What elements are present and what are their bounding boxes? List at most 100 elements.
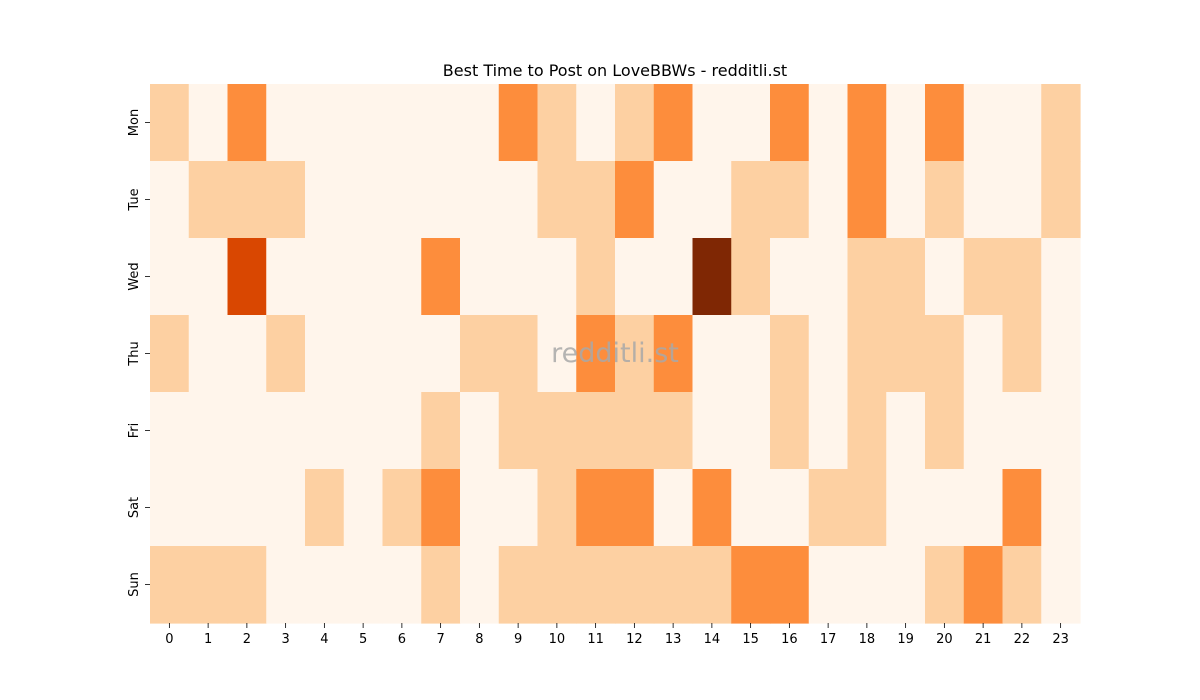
heatmap-cell-fri-23 [1041,392,1081,470]
x-tick-label: 18 [859,632,876,647]
heatmap-cell-wed-12 [615,238,655,316]
heatmap-cell-mon-19 [886,84,926,162]
heatmap-cell-mon-7 [421,84,461,162]
heatmap-cell-sun-16 [770,546,810,624]
heatmap-cell-tue-9 [498,161,539,239]
heatmap-cell-sat-2 [227,469,267,547]
heatmap-cell-sat-1 [188,469,229,547]
heatmap-cell-wed-13 [653,238,694,316]
heatmap-cell-fri-8 [460,392,500,470]
heatmap-cell-sat-23 [1041,469,1081,547]
x-tick-label: 5 [359,632,367,647]
heatmap-cell-mon-2 [227,84,267,162]
heatmap-cell-thu-19 [886,315,926,393]
x-tick-label: 2 [243,632,251,647]
heatmap-cell-sun-4 [305,546,345,624]
heatmap-cell-sat-0 [150,469,190,547]
x-tick-label: 10 [549,632,566,647]
heatmap-cell-thu-13 [653,315,694,393]
heatmap-cell-mon-1 [188,84,229,162]
heatmap-cell-sun-13 [653,546,694,624]
heatmap-cell-wed-7 [421,238,461,316]
x-tick-label: 16 [781,632,798,647]
y-tick-label: Wed [127,262,142,290]
heatmap-cell-tue-7 [421,161,461,239]
heatmap-cell-thu-22 [1002,315,1042,393]
heatmap-cell-fri-9 [498,392,539,470]
heatmap-cell-fri-3 [266,392,306,470]
heatmap-cell-wed-3 [266,238,306,316]
heatmap-cell-sat-19 [886,469,926,547]
heatmap-cell-mon-8 [460,84,500,162]
heatmap-cell-tue-6 [382,161,422,239]
heatmap-cell-tue-19 [886,161,926,239]
heatmap-cell-sat-18 [847,469,887,547]
heatmap-cell-wed-0 [150,238,190,316]
heatmap-cell-thu-18 [847,315,887,393]
x-tick-label: 22 [1014,632,1031,647]
heatmap-cell-thu-2 [227,315,267,393]
heatmap-cell-tue-2 [227,161,267,239]
heatmap-cell-wed-21 [963,238,1004,316]
heatmap-cell-sat-21 [963,469,1004,547]
heatmap-cell-wed-4 [305,238,345,316]
heatmap-cell-sat-13 [653,469,694,547]
heatmap-cell-wed-18 [847,238,887,316]
heatmap-cell-fri-21 [963,392,1004,470]
heatmap-cell-sun-7 [421,546,461,624]
heatmap-cell-sun-20 [925,546,965,624]
heatmap-cell-fri-4 [305,392,345,470]
heatmap-cell-tue-20 [925,161,965,239]
heatmap-cell-sun-15 [731,546,771,624]
heatmap-cell-wed-1 [188,238,229,316]
heatmap-cell-sun-22 [1002,546,1042,624]
heatmap-cell-fri-15 [731,392,771,470]
heatmap-cell-mon-4 [305,84,345,162]
heatmap-cell-sun-19 [886,546,926,624]
heatmap-cell-sat-7 [421,469,461,547]
x-tick-label: 3 [281,632,289,647]
heatmap-cell-tue-14 [692,161,732,239]
heatmap-cell-mon-17 [808,84,849,162]
heatmap-cell-thu-5 [343,315,384,393]
heatmap-cell-tue-4 [305,161,345,239]
heatmap-cell-tue-5 [343,161,384,239]
y-tick-label: Tue [127,188,142,211]
heatmap-cell-fri-2 [227,392,267,470]
heatmap-cell-sun-6 [382,546,422,624]
heatmap-cell-sat-14 [692,469,732,547]
heatmap-cell-thu-12 [615,315,655,393]
heatmap-cell-fri-1 [188,392,229,470]
y-tick-label: Mon [127,109,142,136]
heatmap-cell-wed-5 [343,238,384,316]
heatmap-cell-thu-0 [150,315,190,393]
heatmap-cell-thu-17 [808,315,849,393]
heatmap-cell-fri-10 [537,392,577,470]
heatmap-cell-tue-18 [847,161,887,239]
heatmap-cell-fri-14 [692,392,732,470]
heatmap-cell-mon-0 [150,84,190,162]
x-tick-label: 1 [204,632,212,647]
heatmap-cell-mon-20 [925,84,965,162]
heatmap-cell-fri-13 [653,392,694,470]
heatmap-cell-sun-12 [615,546,655,624]
heatmap-cell-sat-11 [576,469,616,547]
x-tick-label: 6 [398,632,406,647]
heatmap-cell-wed-15 [731,238,771,316]
x-tick-label: 12 [626,632,643,647]
heatmap-cell-fri-0 [150,392,190,470]
heatmap-cell-sun-1 [188,546,229,624]
heatmap-cell-fri-18 [847,392,887,470]
heatmap-cell-wed-10 [537,238,577,316]
heatmap-cell-sun-23 [1041,546,1081,624]
heatmap-cell-thu-20 [925,315,965,393]
x-axis: 0 1 2 3 4 5 6 7 8 9 10 11 12 13 14 15 16 17 18 19 20 21 22 23 [165,623,1069,647]
heatmap-cell-sun-2 [227,546,267,624]
y-tick-label: Thu [127,341,142,366]
heatmap-cell-sat-5 [343,469,384,547]
heatmap-cell-tue-3 [266,161,306,239]
y-tick-label: Fri [127,423,142,439]
heatmap-cell-tue-1 [188,161,229,239]
heatmap-cell-fri-20 [925,392,965,470]
x-tick-label: 17 [820,632,837,647]
